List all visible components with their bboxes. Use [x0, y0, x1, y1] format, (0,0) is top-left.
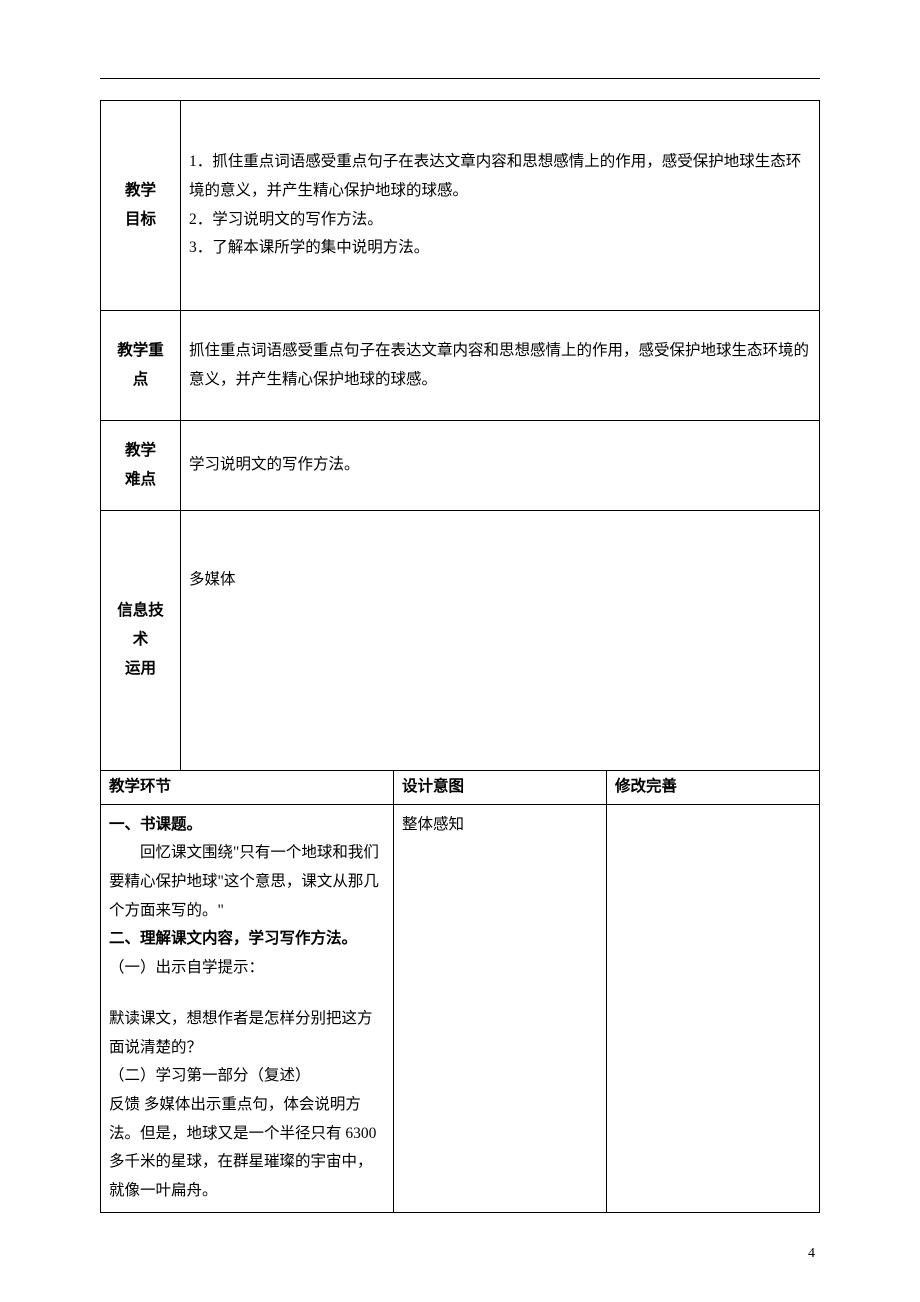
section-2-sub1: （一）出示自学提示： — [109, 954, 385, 983]
row-teaching-key: 教学重 点 抓住重点词语感受重点句子在表达文章内容和思想感情上的作用，感受保护地… — [101, 311, 820, 421]
goal-item-2: 2．学习说明文的写作方法。 — [189, 206, 811, 235]
diff-text: 学习说明文的写作方法。 — [189, 456, 360, 473]
row-teaching-difficulty: 教学 难点 学习说明文的写作方法。 — [101, 421, 820, 511]
goal-item-1: 1．抓住重点词语感受重点句子在表达文章内容和思想感情上的作用，感受保护地球生态环… — [189, 148, 811, 205]
label-teaching-difficulty: 教学 难点 — [101, 421, 181, 511]
row-section-header: 教学环节 设计意图 修改完善 — [101, 771, 820, 805]
lesson-plan-table: 教学 目标 1．抓住重点词语感受重点句子在表达文章内容和思想感情上的作用，感受保… — [100, 100, 820, 1213]
section-2-body1: 默读课文，想想作者是怎样分别把这方面说清楚的？ — [109, 1005, 385, 1062]
header-intent: 设计意图 — [394, 771, 607, 805]
section-2-body2: 反馈 多媒体出示重点句，体会说明方法。但是，地球又是一个半径只有 6300 多千… — [109, 1091, 385, 1206]
spacer — [109, 983, 385, 1005]
document-body: 教学 目标 1．抓住重点词语感受重点句子在表达文章内容和思想感情上的作用，感受保… — [100, 100, 820, 1213]
label-tech-use: 信息技 术 运用 — [101, 511, 181, 771]
section-1-body: 回忆课文围绕"只有一个地球和我们要精心保护地球"这个意思，课文从那几个方面来写的… — [109, 839, 385, 925]
label-teaching-goal: 教学 目标 — [101, 101, 181, 311]
section-2-title: 二、理解课文内容，学习写作方法。 — [109, 925, 385, 954]
page-number: 4 — [808, 1246, 815, 1262]
label-text: 教学 — [109, 177, 172, 206]
row-section-body: 一、书课题。 回忆课文围绕"只有一个地球和我们要精心保护地球"这个意思，课文从那… — [101, 804, 820, 1212]
content-tech-use: 多媒体 — [181, 511, 820, 771]
content-teaching-difficulty: 学习说明文的写作方法。 — [181, 421, 820, 511]
content-intent: 整体感知 — [394, 804, 607, 1212]
section-2-sub2: （二）学习第一部分（复述） — [109, 1062, 385, 1091]
label-text: 教学 — [109, 437, 172, 466]
content-steps: 一、书课题。 回忆课文围绕"只有一个地球和我们要精心保护地球"这个意思，课文从那… — [101, 804, 394, 1212]
label-text: 信息技 — [109, 597, 172, 626]
label-teaching-key: 教学重 点 — [101, 311, 181, 421]
intent-text: 整体感知 — [402, 816, 464, 833]
label-text: 术 — [109, 626, 172, 655]
label-text: 教学重 — [109, 337, 172, 366]
goal-item-3: 3．了解本课所学的集中说明方法。 — [189, 234, 811, 263]
header-steps: 教学环节 — [101, 771, 394, 805]
header-modify: 修改完善 — [607, 771, 820, 805]
top-horizontal-rule — [100, 78, 820, 79]
label-text: 难点 — [109, 466, 172, 495]
content-teaching-goal: 1．抓住重点词语感受重点句子在表达文章内容和思想感情上的作用，感受保护地球生态环… — [181, 101, 820, 311]
tech-text: 多媒体 — [189, 571, 236, 588]
key-text: 抓住重点词语感受重点句子在表达文章内容和思想感情上的作用，感受保护地球生态环境的… — [189, 342, 809, 388]
row-teaching-goal: 教学 目标 1．抓住重点词语感受重点句子在表达文章内容和思想感情上的作用，感受保… — [101, 101, 820, 311]
label-text: 目标 — [109, 206, 172, 235]
label-text: 点 — [109, 366, 172, 395]
content-modify — [607, 804, 820, 1212]
row-tech-use: 信息技 术 运用 多媒体 — [101, 511, 820, 771]
content-teaching-key: 抓住重点词语感受重点句子在表达文章内容和思想感情上的作用，感受保护地球生态环境的… — [181, 311, 820, 421]
label-text: 运用 — [109, 655, 172, 684]
section-1-title: 一、书课题。 — [109, 811, 385, 840]
